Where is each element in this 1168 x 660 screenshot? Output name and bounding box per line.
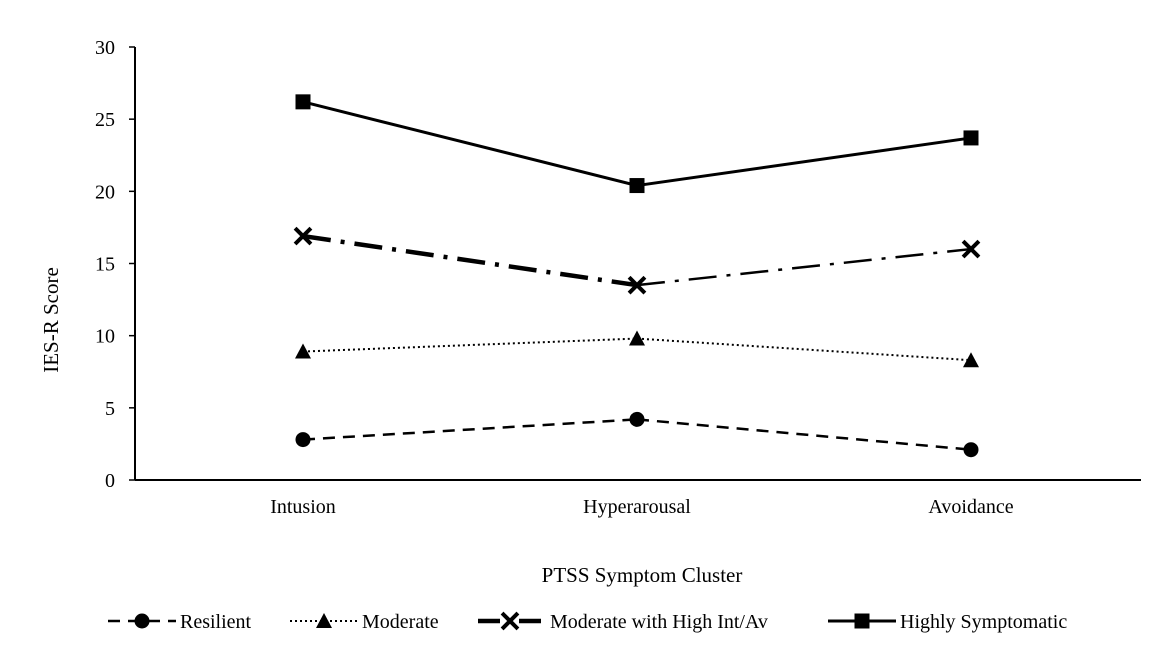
series-line-segment [302,418,638,441]
legend-label: Resilient [180,611,252,633]
y-tick-label: 15 [95,254,115,276]
y-tick-label: 30 [95,37,115,59]
y-tick-label: 25 [95,109,115,131]
legend-label: Moderate [362,611,439,633]
series-moderate [295,330,979,368]
series-line-segment [636,247,972,287]
series-line-segment [302,233,638,288]
series-line-segment [636,418,972,451]
legend-item: Moderate [290,611,439,633]
y-tick-label: 0 [105,470,115,492]
data-point-square [963,130,979,146]
legend-marker-triangle [316,613,332,628]
x-ticks: Intusion Hyperarousal Avoidance [270,496,1013,518]
legend-marker-x [500,611,520,631]
y-tick-label: 10 [95,326,115,348]
series-line-segment [302,100,638,188]
y-tick-label: 20 [95,181,115,203]
data-point-triangle [629,330,645,346]
x-axis-title: PTSS Symptom Cluster [542,563,743,587]
y-ticks: 0 5 10 15 20 25 30 [95,37,135,492]
legend-marker-circle [134,613,150,629]
data-point-x [627,275,647,295]
data-point-x [293,226,313,246]
x-tick-label: Avoidance [928,496,1013,518]
data-point-circle [295,432,311,448]
series-moderate-with-high-int-av [293,226,981,295]
x-tick-label: Hyperarousal [583,496,691,518]
data-point-triangle [963,352,979,368]
series-line-segment [636,136,972,188]
data-point-square [295,94,311,110]
series-layer [293,94,981,458]
series-line-segment [302,337,638,353]
legend: Resilient Moderate Moderate with High Int/… [108,611,1067,633]
data-point-triangle [295,343,311,359]
data-point-circle [963,442,979,458]
series-line-segment [636,337,972,362]
legend-item: Moderate with High Int/Av [478,611,768,633]
data-point-square [629,178,645,194]
legend-item: Highly Symptomatic [828,611,1067,633]
series-highly-symptomatic [295,94,979,194]
y-axis-title: IES-R Score [39,267,63,373]
y-tick-label: 5 [105,398,115,420]
legend-item: Resilient [108,611,252,633]
legend-marker-square [854,613,870,629]
data-point-circle [629,411,645,427]
legend-label: Highly Symptomatic [900,611,1067,633]
legend-label: Moderate with High Int/Av [550,611,768,633]
data-point-x [961,239,981,259]
x-tick-label: Intusion [270,496,336,518]
series-resilient [295,411,979,458]
